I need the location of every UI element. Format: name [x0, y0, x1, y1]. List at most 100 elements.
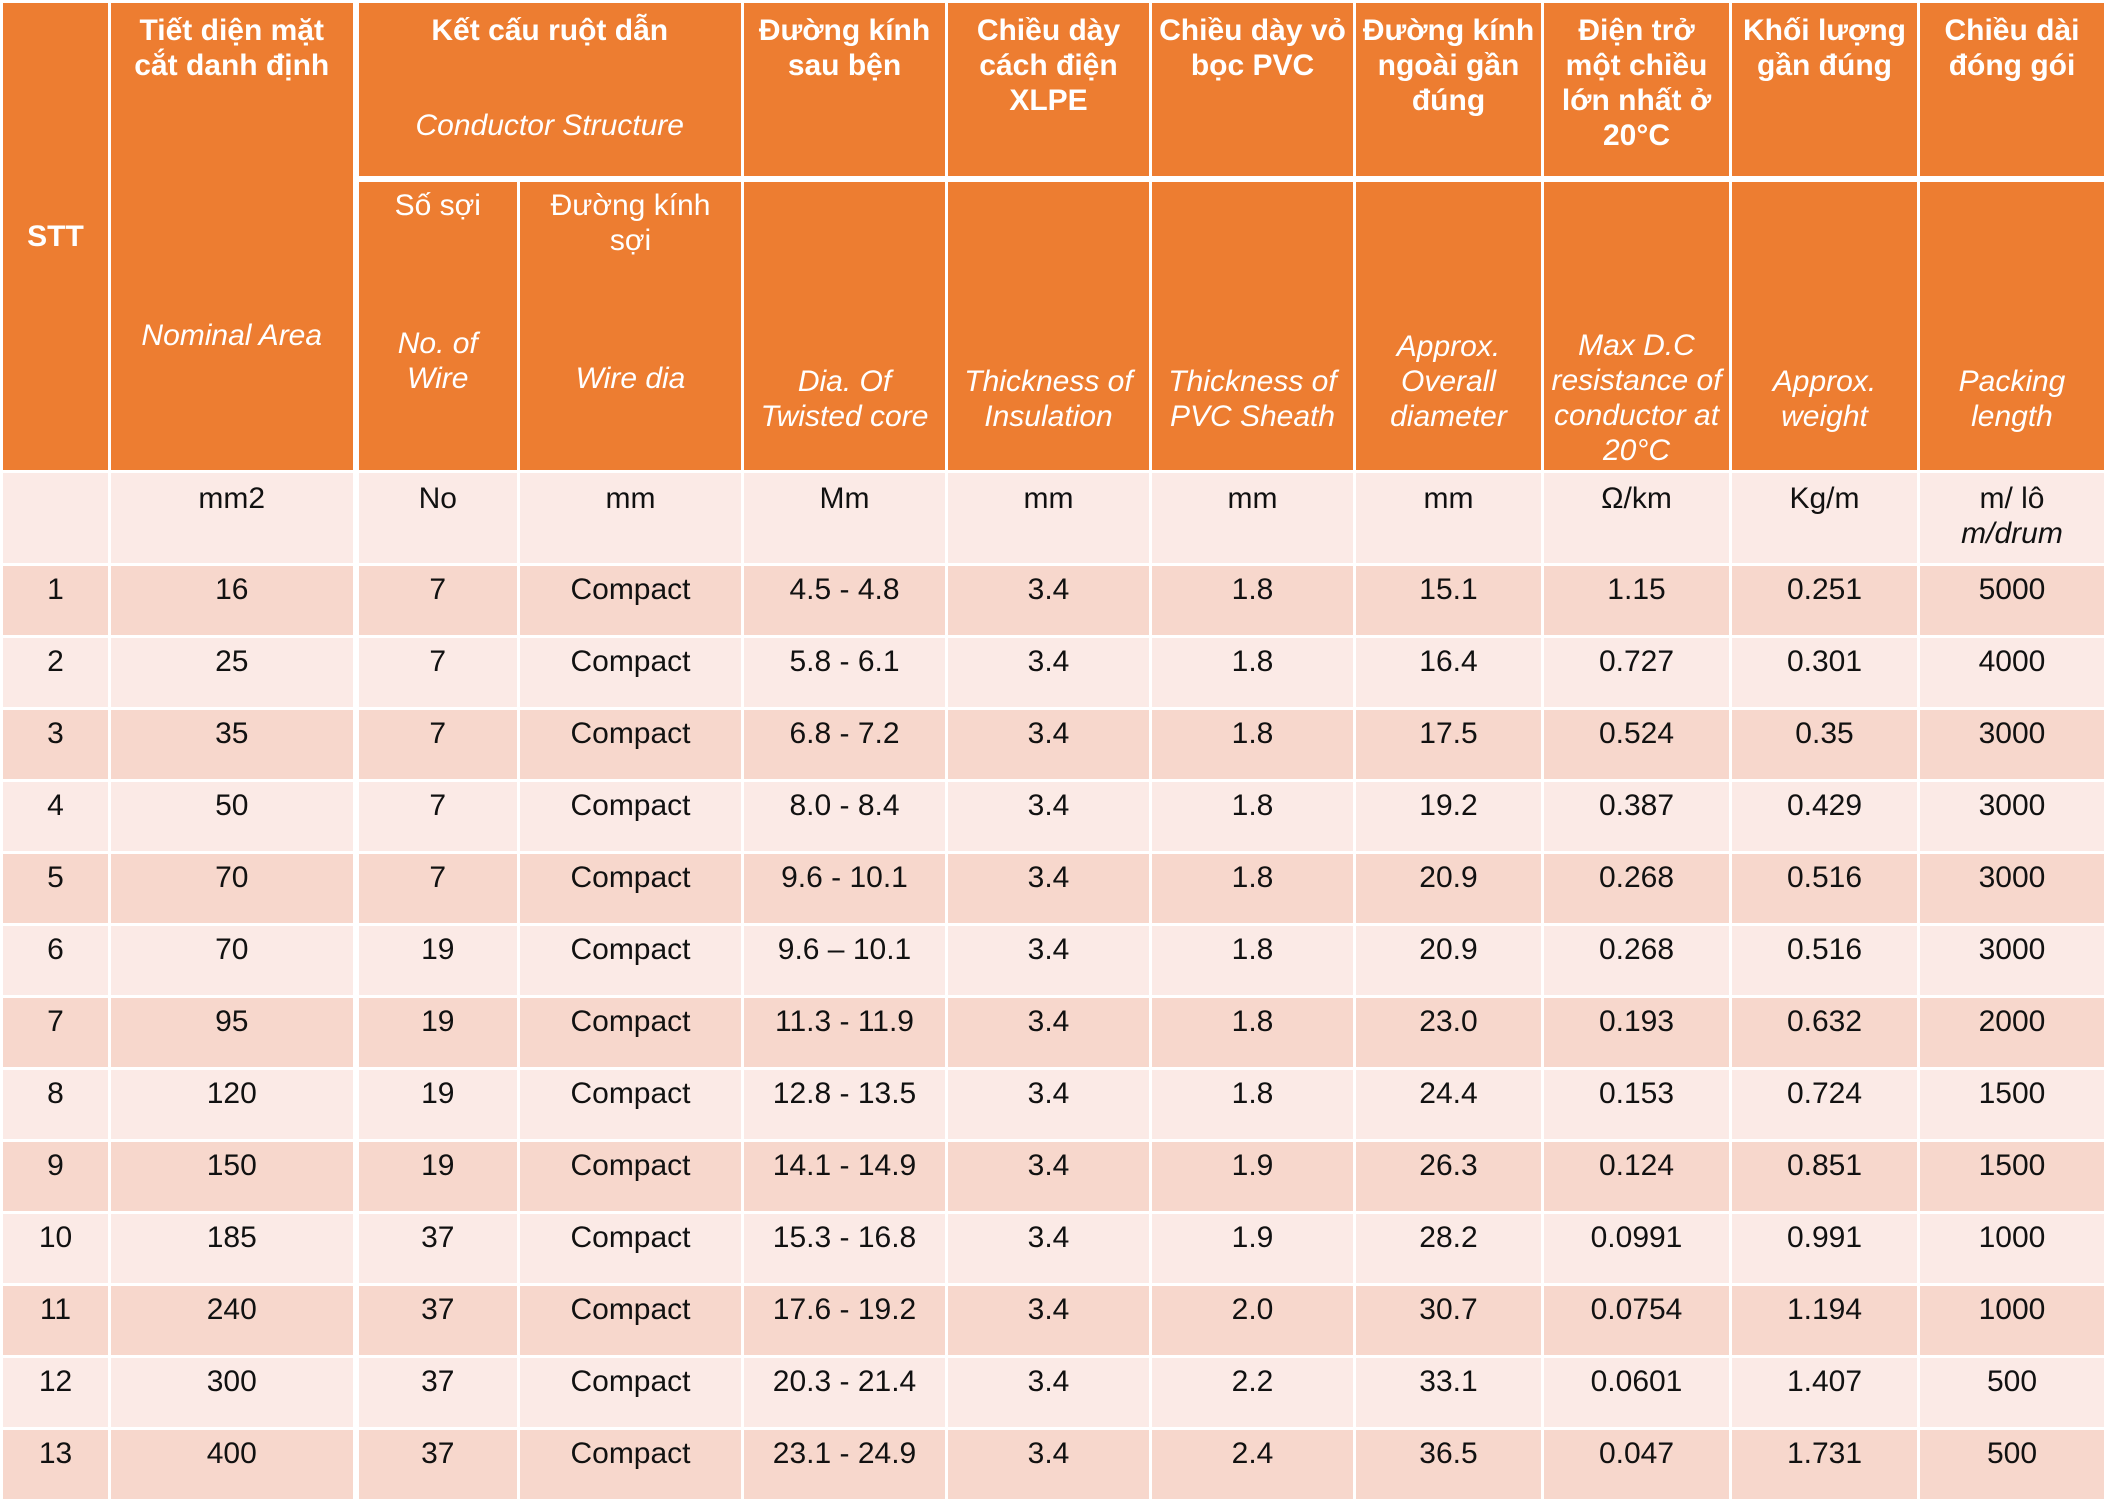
weight-cell: 1.731: [1731, 1429, 1919, 1501]
header-sheath-vi: Chiều dày vỏ bọc PVC: [1158, 13, 1347, 83]
packing-cell: 3000: [1919, 781, 2104, 853]
header-twisted-core-en: Dia. Of Twisted core: [750, 364, 939, 434]
overall-dia-cell: 33.1: [1355, 1357, 1543, 1429]
nominal-area-cell: 70: [110, 853, 356, 925]
packing-cell: 3000: [1919, 925, 2104, 997]
header-conductor-structure-en: Conductor Structure: [365, 108, 736, 153]
resistance-cell: 0.0601: [1543, 1357, 1731, 1429]
overall-dia-cell: 17.5: [1355, 709, 1543, 781]
sheath-cell: 1.9: [1151, 1141, 1355, 1213]
nominal-area-cell: 25: [110, 637, 356, 709]
no-of-wire-cell: 19: [356, 1141, 519, 1213]
stt-cell: 2: [2, 637, 110, 709]
stt-cell: 12: [2, 1357, 110, 1429]
nominal-area-cell: 300: [110, 1357, 356, 1429]
stt-cell: 5: [2, 853, 110, 925]
stt-cell: 7: [2, 997, 110, 1069]
sheath-cell: 1.8: [1151, 997, 1355, 1069]
weight-cell: 0.301: [1731, 637, 1919, 709]
wire-dia-cell: Compact: [519, 853, 743, 925]
insulation-cell: 3.4: [947, 1141, 1151, 1213]
twisted-core-cell: 12.8 - 13.5: [743, 1069, 947, 1141]
resistance-cell: 0.524: [1543, 709, 1731, 781]
overall-dia-cell: 24.4: [1355, 1069, 1543, 1141]
header-stt: STT: [2, 2, 110, 472]
header-no-of-wire-vi: Số sợi: [365, 188, 512, 223]
stt-cell: 8: [2, 1069, 110, 1141]
packing-cell: 1500: [1919, 1141, 2104, 1213]
overall-dia-cell: 23.0: [1355, 997, 1543, 1069]
wire-dia-cell: Compact: [519, 1429, 743, 1501]
unit-packing: m/ lô m/drum: [1919, 472, 2104, 565]
twisted-core-cell: 17.6 - 19.2: [743, 1285, 947, 1357]
insulation-cell: 3.4: [947, 925, 1151, 997]
no-of-wire-cell: 7: [356, 853, 519, 925]
header-wire-dia-en: Wire dia: [526, 361, 735, 426]
no-of-wire-cell: 19: [356, 997, 519, 1069]
packing-cell: 1000: [1919, 1285, 2104, 1357]
header-conductor-structure: Kết cấu ruột dẫn Conductor Structure: [356, 2, 743, 180]
insulation-cell: 3.4: [947, 997, 1151, 1069]
weight-cell: 0.516: [1731, 853, 1919, 925]
header-sheath-top: Chiều dày vỏ bọc PVC: [1151, 2, 1355, 180]
twisted-core-cell: 9.6 - 10.1: [743, 853, 947, 925]
packing-cell: 3000: [1919, 709, 2104, 781]
header-no-of-wire: Số sợi No. of Wire: [356, 179, 519, 472]
weight-cell: 0.851: [1731, 1141, 1919, 1213]
no-of-wire-cell: 37: [356, 1357, 519, 1429]
overall-dia-cell: 19.2: [1355, 781, 1543, 853]
sheath-cell: 1.8: [1151, 637, 1355, 709]
unit-twisted-core: Mm: [743, 472, 947, 565]
wire-dia-cell: Compact: [519, 709, 743, 781]
overall-dia-cell: 28.2: [1355, 1213, 1543, 1285]
unit-no-of-wire: No: [356, 472, 519, 565]
header-overall-dia-top: Đường kính ngoài gần đúng: [1355, 2, 1543, 180]
nominal-area-cell: 50: [110, 781, 356, 853]
nominal-area-cell: 95: [110, 997, 356, 1069]
nominal-area-cell: 400: [110, 1429, 356, 1501]
header-nominal-area-vi: Tiết diện mặt cắt danh định: [117, 13, 347, 83]
unit-overall-dia: mm: [1355, 472, 1543, 565]
twisted-core-cell: 9.6 – 10.1: [743, 925, 947, 997]
sheath-cell: 1.8: [1151, 1069, 1355, 1141]
no-of-wire-cell: 7: [356, 637, 519, 709]
wire-dia-cell: Compact: [519, 1285, 743, 1357]
nominal-area-cell: 240: [110, 1285, 356, 1357]
header-weight-en-cell: Approx. weight: [1731, 179, 1919, 472]
no-of-wire-cell: 37: [356, 1285, 519, 1357]
sheath-cell: 1.8: [1151, 565, 1355, 637]
weight-cell: 0.35: [1731, 709, 1919, 781]
nominal-area-cell: 70: [110, 925, 356, 997]
overall-dia-cell: 20.9: [1355, 925, 1543, 997]
header-weight-vi: Khối lượng gần đúng: [1738, 13, 1911, 83]
packing-cell: 1500: [1919, 1069, 2104, 1141]
unit-weight: Kg/m: [1731, 472, 1919, 565]
packing-cell: 3000: [1919, 853, 2104, 925]
header-weight-en: Approx. weight: [1738, 364, 1911, 434]
wire-dia-cell: Compact: [519, 1141, 743, 1213]
resistance-cell: 0.0991: [1543, 1213, 1731, 1285]
wire-dia-cell: Compact: [519, 781, 743, 853]
wire-dia-cell: Compact: [519, 1069, 743, 1141]
header-resistance-en: Max D.C resistance of conductor at 20°C: [1550, 328, 1723, 468]
header-weight-top: Khối lượng gần đúng: [1731, 2, 1919, 180]
wire-dia-cell: Compact: [519, 925, 743, 997]
insulation-cell: 3.4: [947, 1213, 1151, 1285]
packing-cell: 2000: [1919, 997, 2104, 1069]
unit-insulation: mm: [947, 472, 1151, 565]
wire-dia-cell: Compact: [519, 565, 743, 637]
insulation-cell: 3.4: [947, 853, 1151, 925]
header-wire-dia-vi: Đường kính sợi: [526, 188, 735, 258]
packing-cell: 500: [1919, 1357, 2104, 1429]
header-sheath-en: Thickness of PVC Sheath: [1158, 364, 1347, 434]
